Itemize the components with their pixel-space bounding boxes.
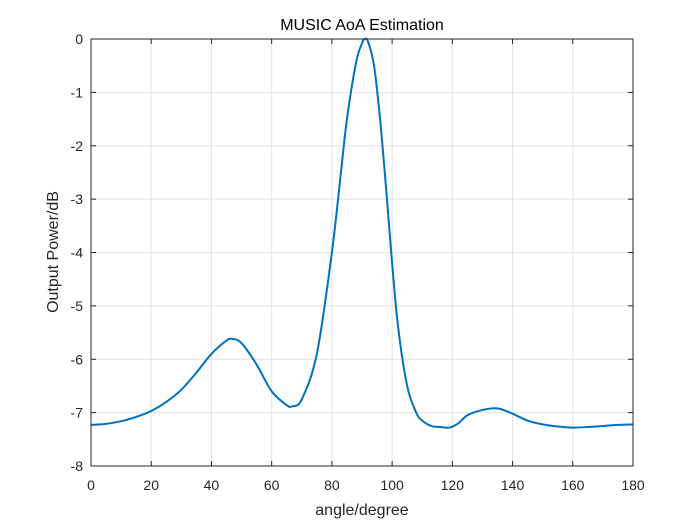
x-tick-label: 120 — [441, 477, 465, 493]
y-tick-labels: 0 -1 -2 -3 -4 -5 -6 -7 -8 — [71, 31, 84, 474]
y-tick-label: -6 — [71, 351, 84, 367]
x-tick-label: 60 — [264, 477, 280, 493]
x-tick-label: 40 — [204, 477, 220, 493]
y-tick-label: -4 — [71, 245, 84, 261]
x-tick-label: 160 — [561, 477, 585, 493]
x-tick-label: 100 — [380, 477, 404, 493]
y-tick-label: -5 — [71, 298, 84, 314]
y-tick-label: -2 — [71, 138, 84, 154]
series-line — [90, 37, 634, 429]
x-tick-label: 80 — [324, 477, 340, 493]
y-tick-label: -7 — [71, 405, 84, 421]
plot-area-border — [90, 38, 634, 467]
x-tick-label: 140 — [501, 477, 525, 493]
x-tick-label: 0 — [87, 477, 95, 493]
y-tick-label: -3 — [71, 191, 84, 207]
y-tick-label: -1 — [71, 84, 84, 100]
y-tick-label: -8 — [71, 458, 84, 474]
x-axis-label: angle/degree — [315, 502, 409, 519]
x-tick-label: 20 — [143, 477, 159, 493]
x-tick-labels: 0 20 40 60 80 100 120 140 160 180 — [87, 477, 645, 493]
y-tick-label: 0 — [75, 31, 83, 47]
x-tick-label: 180 — [621, 477, 645, 493]
y-axis-label: Output Power/dB — [45, 191, 62, 313]
chart-title: MUSIC AoA Estimation — [280, 17, 444, 34]
